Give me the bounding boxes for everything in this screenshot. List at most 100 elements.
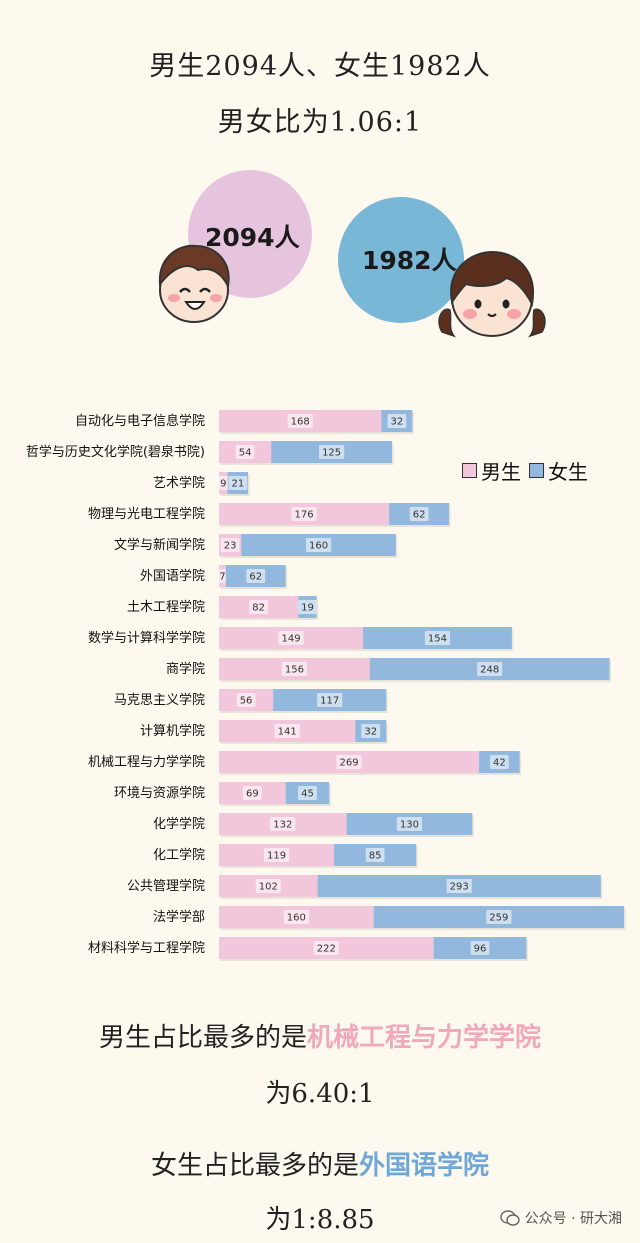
data-label-bg [263, 848, 290, 862]
legend-male: 男生 [462, 456, 521, 485]
data-label: 154 [428, 634, 447, 645]
data-label: 56 [240, 696, 253, 707]
data-label: 54 [239, 448, 252, 459]
data-label: 149 [281, 634, 300, 645]
data-label: 119 [267, 851, 286, 862]
data-label-bg [305, 538, 332, 552]
data-label-bg [298, 600, 317, 614]
data-label-bg [274, 724, 300, 738]
male-ratio: 为6.40:1 [265, 1079, 375, 1109]
data-label: 130 [400, 820, 419, 831]
category-label: 公共管理学院 [127, 878, 205, 894]
category-label: 马克思主义学院 [114, 692, 205, 708]
data-label: 19 [301, 603, 314, 614]
category-label: 机械工程与力学学院 [88, 754, 205, 770]
data-label-bg [270, 817, 296, 831]
data-label: 293 [450, 882, 469, 893]
male-top-college: 机械工程与力学学院 [307, 1023, 542, 1053]
data-label: 85 [369, 851, 382, 862]
category-label: 环境与资源学院 [114, 785, 205, 801]
category-label: 数学与计算科学学院 [88, 630, 205, 646]
data-label-bg [409, 507, 429, 521]
data-label-bg [424, 631, 451, 645]
girl-blob [338, 197, 464, 323]
category-label: 外国语学院 [140, 568, 205, 584]
data-label: 269 [339, 758, 358, 769]
data-label-bg [249, 600, 269, 614]
data-label-bg [235, 445, 255, 459]
chart-legend: 男生 女生 [462, 456, 596, 485]
female-summary: 女生占比最多的是外国语学院 [0, 1145, 640, 1182]
data-label: 23 [224, 541, 237, 552]
data-label-bg [477, 662, 503, 676]
girl-face-icon [438, 250, 546, 338]
data-label-bg [228, 476, 248, 490]
legend-female-label: 女生 [548, 460, 588, 484]
data-label: 222 [317, 944, 336, 955]
data-label: 62 [249, 572, 262, 583]
headline-ratio: 男女比为1.06:1 [217, 107, 423, 138]
watermark: 公众号 · 研大湘 [499, 1208, 622, 1228]
category-label: 商学院 [166, 661, 205, 677]
data-label: 248 [480, 665, 499, 676]
female-ratio: 为1:8.85 [265, 1205, 375, 1235]
category-label: 土木工程学院 [127, 599, 205, 615]
male-summary: 男生占比最多的是机械工程与力学学院 [0, 1017, 640, 1054]
category-label: 文学与新闻学院 [114, 537, 205, 553]
category-label: 艺术学院 [153, 475, 205, 491]
data-label: 7 [219, 572, 225, 583]
wechat-icon [499, 1210, 520, 1226]
data-label: 21 [231, 479, 244, 490]
data-label: 82 [252, 603, 265, 614]
data-label-bg [313, 941, 339, 955]
data-label: 42 [493, 758, 506, 769]
data-label-bg [217, 476, 230, 490]
boy-count-label: 2094人 [205, 223, 300, 252]
data-label: 102 [259, 882, 278, 893]
category-label: 化工学院 [153, 847, 205, 863]
category-label: 计算机学院 [140, 723, 205, 739]
data-label-bg [470, 941, 490, 955]
category-label: 材料科学与工程学院 [88, 940, 205, 956]
data-label: 45 [301, 789, 314, 800]
data-label-bg [446, 879, 472, 893]
data-label-bg [336, 755, 362, 769]
girl-count-label: 1982人 [362, 246, 457, 275]
data-label-bg [287, 414, 313, 428]
data-label-bg [361, 724, 381, 738]
data-label: 9 [220, 479, 226, 490]
data-label-bg [242, 786, 262, 800]
data-label-bg [281, 662, 307, 676]
category-label: 物理与光电工程学院 [88, 506, 205, 522]
data-label: 62 [413, 510, 426, 521]
category-label: 化学学院 [153, 816, 205, 832]
data-label-bg [486, 910, 512, 924]
data-label-bg [365, 848, 385, 862]
data-label-bg [291, 507, 317, 521]
data-label-bg [283, 910, 309, 924]
category-label: 哲学与历史文化学院(碧泉书院) [26, 444, 205, 460]
data-label: 168 [291, 417, 310, 428]
watermark-text: 公众号 · 研大湘 [524, 1211, 622, 1227]
data-label-bg [216, 569, 229, 583]
data-label: 32 [390, 417, 403, 428]
data-label: 96 [474, 944, 487, 955]
data-label-bg [255, 879, 281, 893]
data-label-bg [246, 569, 266, 583]
data-label-bg [298, 786, 317, 800]
data-label: 259 [489, 913, 508, 924]
data-label-bg [387, 414, 407, 428]
legend-female-swatch [529, 463, 544, 478]
data-label: 160 [287, 913, 306, 924]
legend-male-label: 男生 [481, 460, 521, 484]
male-summary-prefix: 男生占比最多的是 [98, 1023, 307, 1053]
data-label: 125 [322, 448, 341, 459]
data-label: 32 [364, 727, 377, 738]
data-label-bg [236, 693, 256, 707]
legend-female: 女生 [529, 456, 588, 485]
headline-counts: 男生2094人、女生1982人 [149, 51, 491, 82]
female-summary-prefix: 女生占比最多的是 [150, 1151, 359, 1181]
data-label-bg [489, 755, 509, 769]
female-top-college: 外国语学院 [359, 1151, 490, 1181]
data-label: 176 [295, 510, 314, 521]
